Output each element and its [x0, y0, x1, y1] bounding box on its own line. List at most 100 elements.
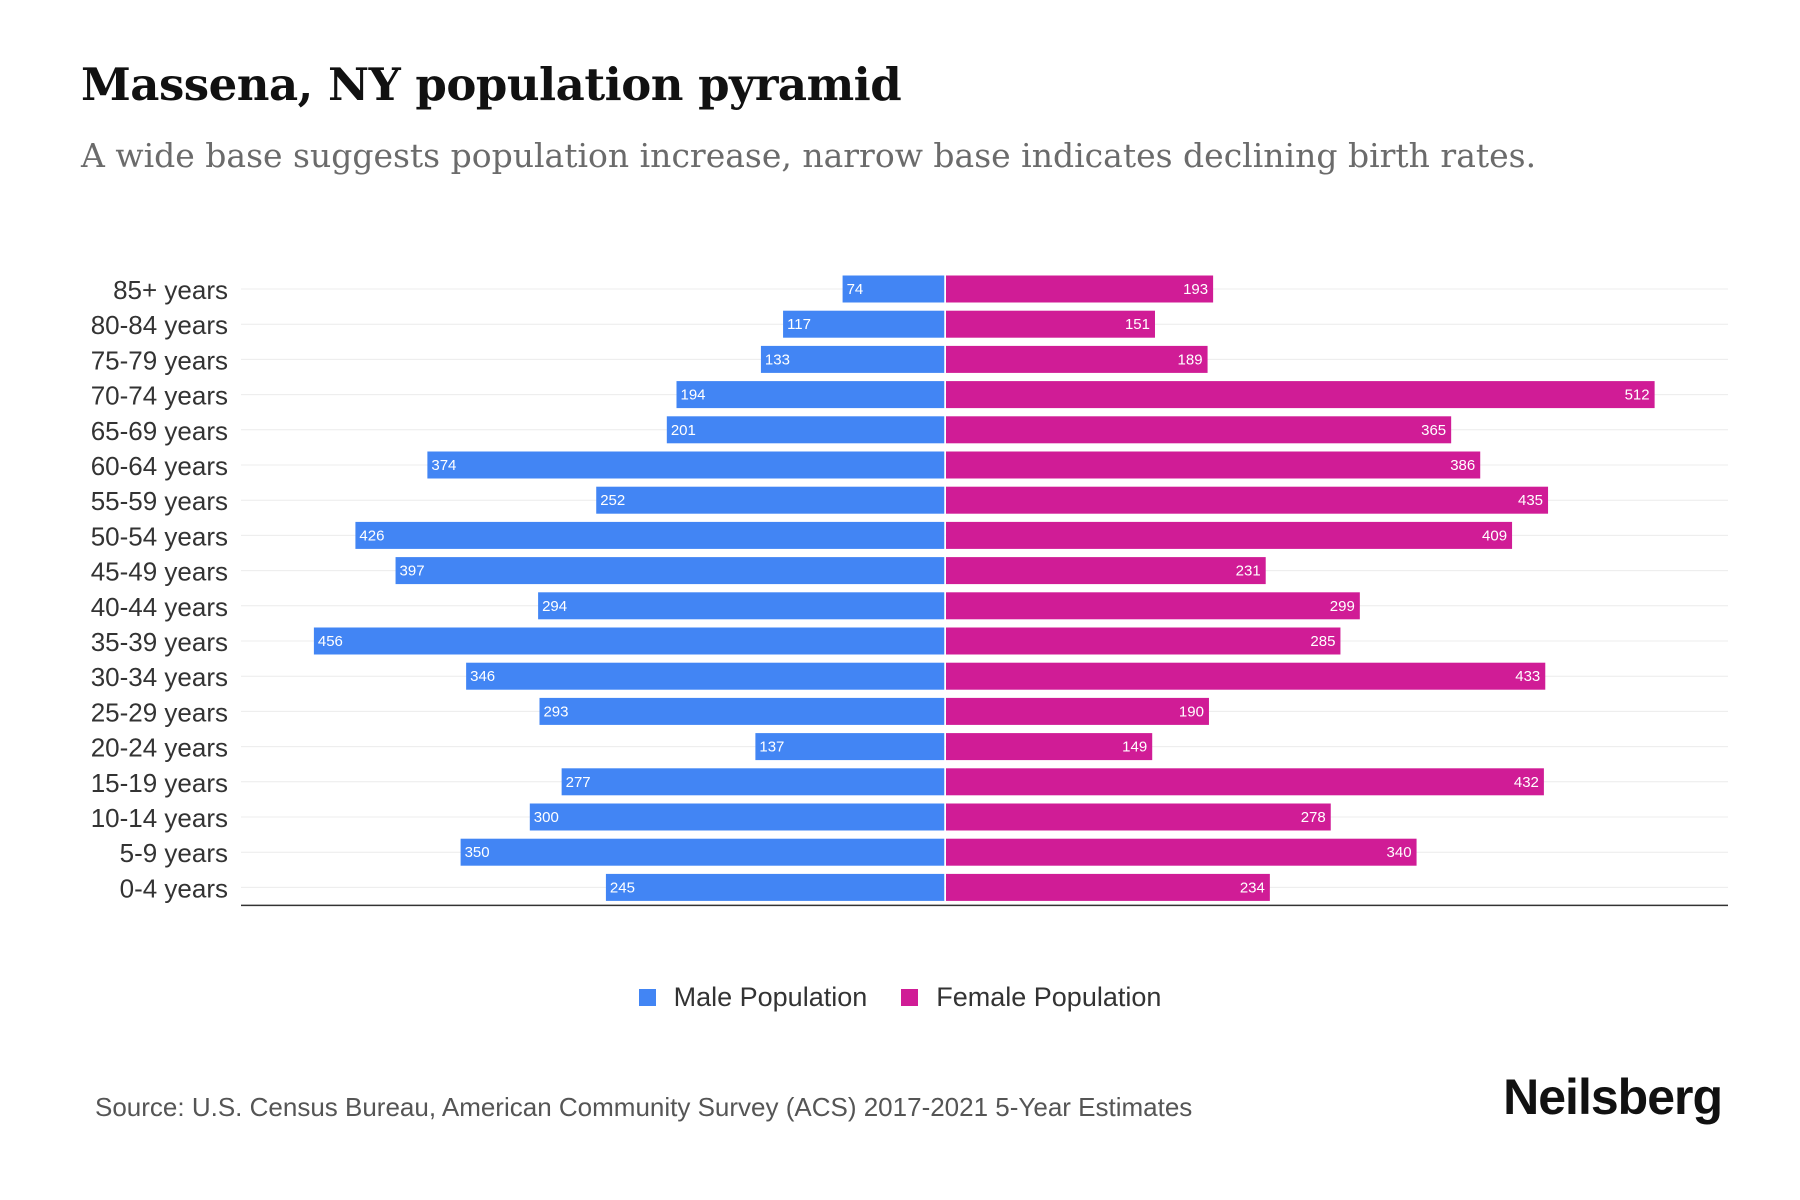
- male-bar[interactable]: [313, 627, 945, 655]
- female-bar[interactable]: [946, 557, 1266, 585]
- male-bar[interactable]: [355, 521, 946, 549]
- male-value-label: 74: [847, 281, 864, 298]
- category-label: 35-39 years: [91, 627, 228, 657]
- female-bar[interactable]: [946, 486, 1549, 514]
- category-label: 10-14 years: [91, 803, 228, 833]
- legend-item-male[interactable]: Male Population: [638, 982, 868, 1013]
- female-value-label: 433: [1515, 668, 1540, 685]
- category-label: 40-44 years: [91, 592, 228, 622]
- male-value-label: 252: [600, 492, 625, 509]
- male-bar[interactable]: [561, 768, 945, 796]
- male-bar[interactable]: [605, 873, 945, 901]
- male-value-label: 346: [470, 668, 495, 685]
- legend-label-female: Female Population: [936, 982, 1162, 1012]
- category-label: 65-69 years: [91, 416, 228, 446]
- category-label: 60-64 years: [91, 451, 228, 481]
- female-bar[interactable]: [946, 662, 1546, 690]
- male-value-label: 137: [759, 739, 784, 756]
- female-value-label: 365: [1421, 422, 1446, 439]
- male-value-label: 300: [534, 809, 559, 826]
- male-value-label: 294: [542, 598, 567, 615]
- female-bar[interactable]: [946, 381, 1655, 409]
- male-value-label: 350: [465, 844, 490, 861]
- male-value-label: 397: [400, 563, 425, 580]
- female-bar[interactable]: [946, 803, 1331, 831]
- male-bar[interactable]: [676, 381, 945, 409]
- female-bar[interactable]: [946, 592, 1360, 620]
- male-value-label: 426: [359, 527, 384, 544]
- female-value-label: 386: [1450, 457, 1475, 474]
- category-label: 55-59 years: [91, 486, 228, 516]
- male-bar[interactable]: [539, 697, 945, 725]
- female-bar[interactable]: [946, 697, 1209, 725]
- female-bar[interactable]: [946, 310, 1155, 338]
- category-label: 15-19 years: [91, 768, 228, 798]
- female-value-label: 151: [1125, 316, 1150, 333]
- source-note: Source: U.S. Census Bureau, American Com…: [95, 1092, 1193, 1122]
- female-bar[interactable]: [946, 768, 1544, 796]
- female-bar[interactable]: [946, 627, 1341, 655]
- male-bar[interactable]: [538, 592, 945, 620]
- female-value-label: 340: [1387, 844, 1412, 861]
- female-value-label: 231: [1236, 563, 1261, 580]
- category-label: 0-4 years: [120, 873, 228, 903]
- female-value-label: 299: [1330, 598, 1355, 615]
- chart-title: Massena, NY population pyramid: [81, 58, 902, 111]
- category-label: 45-49 years: [91, 557, 228, 587]
- male-bar[interactable]: [466, 662, 945, 690]
- male-bar[interactable]: [395, 557, 945, 585]
- male-bar[interactable]: [460, 838, 945, 866]
- category-label: 5-9 years: [120, 838, 228, 868]
- male-value-label: 293: [543, 703, 568, 720]
- male-bar[interactable]: [783, 310, 945, 338]
- legend-label-male: Male Population: [673, 982, 868, 1012]
- chart-subtitle: A wide base suggests population increase…: [81, 136, 1537, 175]
- female-value-label: 189: [1178, 351, 1203, 368]
- male-bar[interactable]: [755, 733, 945, 761]
- male-bar[interactable]: [842, 275, 945, 303]
- brand-logo: Neilsberg: [1503, 1069, 1723, 1125]
- category-label: 80-84 years: [91, 310, 228, 340]
- population-pyramid-chart: 85+ years 74 193 80-84 years 117 151 75-79 yea…: [91, 275, 1728, 907]
- category-label: 50-54 years: [91, 521, 228, 551]
- category-label: 25-29 years: [91, 697, 228, 727]
- female-value-label: 278: [1301, 809, 1326, 826]
- female-bar[interactable]: [946, 416, 1452, 444]
- female-value-label: 149: [1122, 739, 1147, 756]
- legend-item-female[interactable]: Female Population: [901, 982, 1161, 1013]
- male-bar[interactable]: [529, 803, 945, 831]
- male-value-label: 117: [787, 316, 811, 333]
- male-value-label: 201: [671, 422, 696, 439]
- female-bar[interactable]: [946, 451, 1481, 479]
- female-bar[interactable]: [946, 838, 1417, 866]
- category-label: 20-24 years: [91, 733, 228, 763]
- female-bar[interactable]: [946, 345, 1208, 373]
- chart-legend: Male Population Female Population: [0, 982, 1800, 1013]
- female-value-label: 285: [1310, 633, 1335, 650]
- female-value-label: 409: [1482, 527, 1507, 544]
- female-bar[interactable]: [946, 275, 1214, 303]
- category-label: 70-74 years: [91, 381, 228, 411]
- male-value-label: 245: [610, 879, 635, 896]
- male-value-label: 194: [681, 387, 706, 404]
- female-bar[interactable]: [946, 521, 1513, 549]
- male-value-label: 456: [318, 633, 343, 650]
- male-value-label: 133: [765, 351, 790, 368]
- legend-swatch-male: [638, 989, 656, 1006]
- male-bar[interactable]: [427, 451, 945, 479]
- male-value-label: 374: [431, 457, 456, 474]
- female-value-label: 190: [1179, 703, 1204, 720]
- male-value-label: 277: [566, 774, 591, 791]
- female-value-label: 432: [1514, 774, 1539, 791]
- category-label: 75-79 years: [91, 345, 228, 375]
- female-value-label: 512: [1625, 387, 1650, 404]
- category-label: 85+ years: [113, 275, 228, 305]
- female-bar[interactable]: [946, 733, 1153, 761]
- female-bar[interactable]: [946, 873, 1270, 901]
- male-bar[interactable]: [760, 345, 945, 373]
- male-bar[interactable]: [596, 486, 945, 514]
- female-value-label: 234: [1240, 879, 1265, 896]
- legend-swatch-female: [901, 989, 919, 1006]
- male-bar[interactable]: [666, 416, 945, 444]
- female-value-label: 193: [1183, 281, 1208, 298]
